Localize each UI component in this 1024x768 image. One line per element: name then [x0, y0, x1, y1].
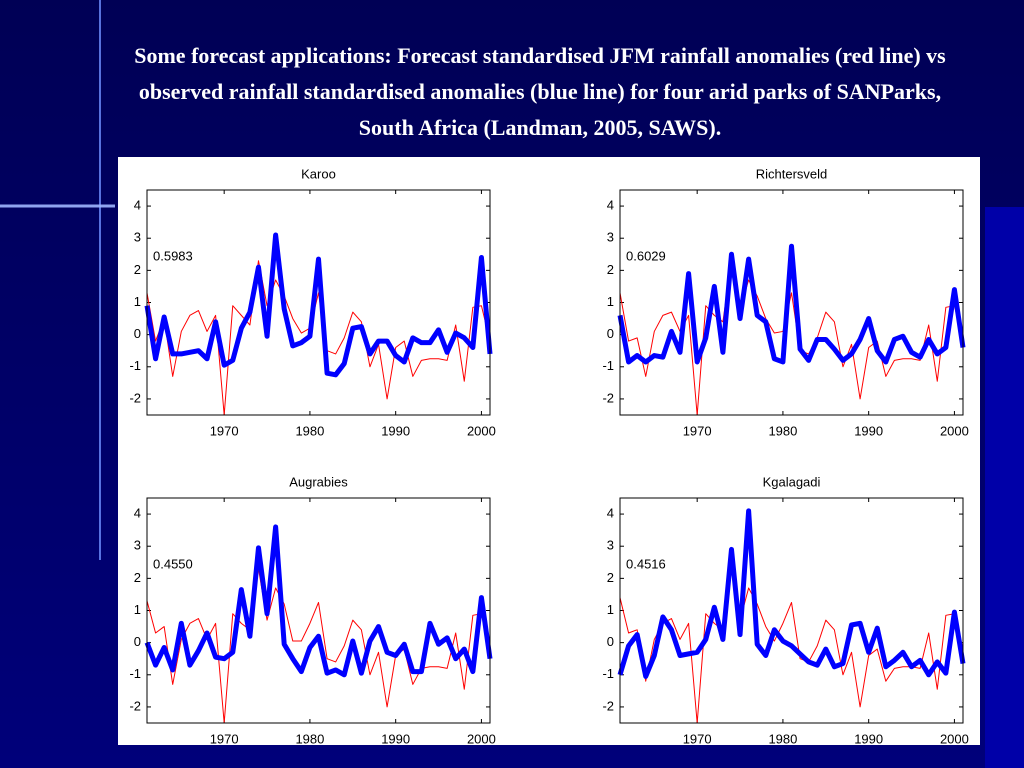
annotation: 0.4516	[626, 556, 666, 571]
chart-title: Karoo	[301, 166, 336, 181]
data-line	[619, 260, 964, 416]
chart-title: Richtersveld	[756, 166, 828, 181]
plot-frame	[146, 497, 491, 724]
data-line	[617, 508, 966, 679]
y-tick-label: 1	[607, 602, 614, 617]
data-line	[144, 524, 493, 678]
annotation: 0.6029	[626, 248, 666, 263]
y-tick-label: 4	[134, 198, 141, 213]
chart-title: Augrabies	[289, 474, 348, 489]
x-tick-label: 1970	[683, 731, 712, 746]
y-tick-label: -2	[602, 698, 614, 713]
x-tick-label: 1980	[295, 423, 324, 438]
y-tick-label: 3	[134, 230, 141, 245]
y-tick-label: -1	[602, 358, 614, 373]
y-tick-label: 2	[607, 262, 614, 277]
x-tick-label: 1990	[854, 423, 883, 438]
data-line	[617, 243, 966, 365]
y-tick-label: 4	[607, 198, 614, 213]
y-tick-label: 2	[134, 570, 141, 585]
x-tick-label: 1970	[683, 423, 712, 438]
y-tick-label: 2	[134, 262, 141, 277]
side-band	[985, 207, 1024, 768]
y-tick-label: 3	[607, 230, 614, 245]
data-line	[144, 232, 493, 378]
data-line	[619, 568, 964, 724]
plot-frame	[619, 497, 964, 724]
x-tick-label: 1970	[210, 731, 239, 746]
x-tick-label: 2000	[467, 731, 496, 746]
y-tick-label: 0	[607, 634, 614, 649]
y-tick-label: 4	[134, 506, 141, 521]
data-line	[146, 260, 491, 416]
x-tick-label: 1990	[381, 423, 410, 438]
data-line	[146, 568, 491, 724]
x-tick-label: 2000	[467, 423, 496, 438]
y-tick-label: 0	[134, 326, 141, 341]
y-tick-label: 1	[134, 602, 141, 617]
y-tick-label: -2	[129, 698, 141, 713]
y-tick-label: -1	[129, 666, 141, 681]
plot-frame	[619, 189, 964, 416]
plot-frame	[146, 189, 491, 416]
y-tick-label: 0	[134, 634, 141, 649]
x-tick-label: 1970	[210, 423, 239, 438]
y-tick-label: 1	[607, 294, 614, 309]
y-tick-label: 4	[607, 506, 614, 521]
slide-title: Some forecast applications: Forecast sta…	[134, 43, 946, 140]
y-tick-label: 1	[134, 294, 141, 309]
annotation: 0.4550	[153, 556, 193, 571]
y-tick-label: 3	[134, 538, 141, 553]
x-tick-label: 1980	[295, 731, 324, 746]
y-tick-label: -1	[602, 666, 614, 681]
x-tick-label: 1990	[854, 731, 883, 746]
y-tick-label: 3	[607, 538, 614, 553]
x-tick-label: 1990	[381, 731, 410, 746]
y-tick-label: -2	[602, 390, 614, 405]
chart-title: Kgalagadi	[763, 474, 821, 489]
y-tick-label: 0	[607, 326, 614, 341]
y-tick-label: 2	[607, 570, 614, 585]
y-tick-label: -1	[129, 358, 141, 373]
x-tick-label: 2000	[940, 731, 969, 746]
annotation: 0.5983	[153, 248, 193, 263]
x-tick-label: 2000	[940, 423, 969, 438]
figure-panel	[118, 157, 980, 745]
y-tick-label: -2	[129, 390, 141, 405]
x-tick-label: 1980	[768, 731, 797, 746]
x-tick-label: 1980	[768, 423, 797, 438]
